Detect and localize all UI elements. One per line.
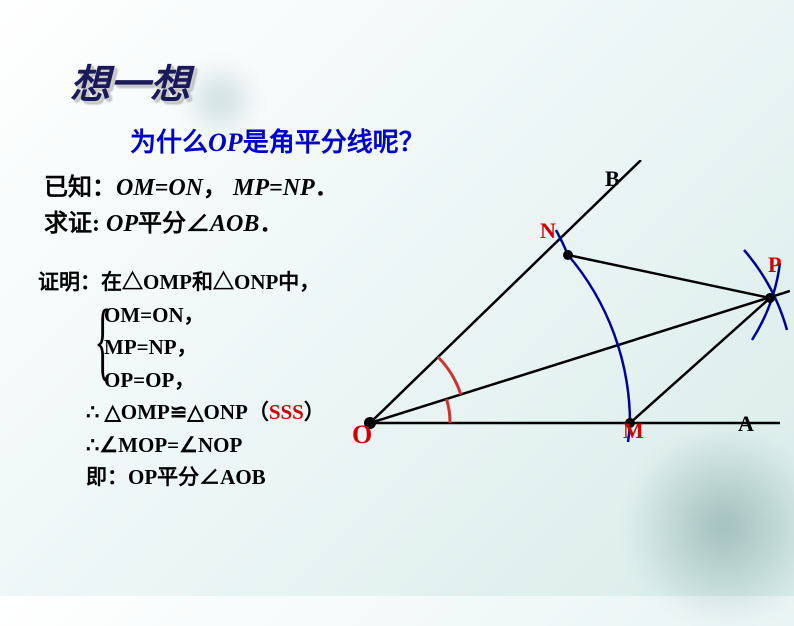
prove-period: ．: [259, 211, 283, 237]
line-NP: [568, 255, 770, 298]
label-A: A: [738, 411, 754, 437]
label-B: B: [605, 166, 620, 192]
line-OP: [370, 291, 790, 423]
prove-aob: AOB: [210, 211, 259, 237]
label-M: M: [623, 418, 644, 444]
label-P: P: [768, 252, 781, 278]
line-MP: [630, 298, 770, 423]
given-eq1: OM=ON: [116, 175, 203, 201]
proof-section: 证明：在△OMP和△ONP中， { OM=ON， MP=NP， OP=OP， ∴…: [38, 266, 325, 494]
slide-title: 想一想: [70, 52, 190, 110]
given-eq2: MP=NP: [233, 175, 315, 201]
brace-icon: {: [94, 292, 111, 392]
angle-mark-1: [447, 399, 451, 423]
given-period: ．: [315, 175, 339, 201]
geometry-diagram: O A B M N P: [350, 160, 790, 460]
given-line2: 求证: OP平分∠AOB．: [44, 206, 339, 242]
conclusion-2: ∴∠MOP=∠NOP: [86, 429, 325, 462]
given-pre: 已知：: [44, 175, 116, 201]
conclusion-1: ∴ △OMP≌△ONP（SSS）: [86, 396, 325, 429]
concl1-post: ）: [304, 400, 325, 424]
given-section: 已知：OM=ON， MP=NP． 求证: OP平分∠AOB．: [44, 170, 339, 242]
diagram-svg: [350, 160, 790, 460]
concl1-sss: SSS: [269, 400, 304, 424]
condition-2: MP=NP，: [104, 331, 325, 364]
proof-header: 证明：在△OMP和△ONP中，: [38, 266, 325, 299]
conclusion-3: 即：OP平分∠AOB: [86, 461, 325, 494]
given-comma: ，: [203, 175, 227, 201]
point-P: [765, 293, 775, 303]
line-OB: [370, 160, 641, 423]
angle-mark-2: [438, 357, 461, 395]
subtitle-op: OP: [208, 128, 243, 157]
label-N: N: [540, 218, 556, 244]
given-line1: 已知：OM=ON， MP=NP．: [44, 170, 339, 206]
concl1-pre: ∴ △OMP≌△ONP（: [86, 400, 269, 424]
subtitle-post: 是角平分线呢？: [243, 128, 425, 157]
label-O: O: [352, 420, 372, 450]
prove-text: 平分∠: [138, 211, 210, 237]
condition-3: OP=OP，: [104, 364, 325, 397]
subtitle: 为什么OP是角平分线呢？: [130, 122, 425, 159]
condition-1: OM=ON，: [104, 299, 325, 332]
point-N: [563, 250, 573, 260]
prove-pre: 求证:: [44, 211, 106, 237]
arc-MN: [568, 255, 630, 423]
prove-op: OP: [106, 211, 138, 237]
subtitle-pre: 为什么: [130, 128, 208, 157]
